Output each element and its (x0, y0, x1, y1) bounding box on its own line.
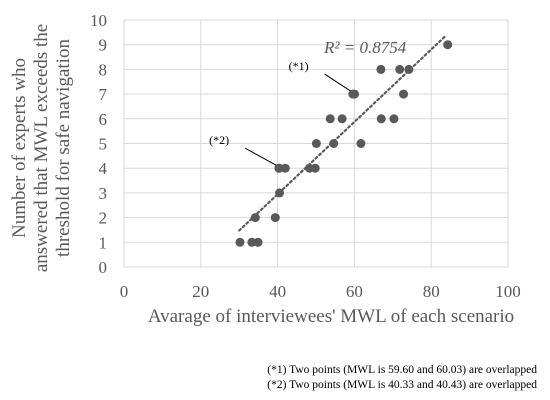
y-tick-label-5: 5 (99, 135, 108, 154)
y-tick-label-0: 0 (99, 258, 108, 277)
y-tick-label-4: 4 (99, 159, 108, 178)
trendline-path (238, 33, 448, 232)
x-tick-label-2: 40 (269, 282, 286, 301)
data-point-4 (270, 213, 280, 223)
y-tick-label-1: 1 (99, 233, 108, 252)
x-axis-tick-labels: 0 20 40 60 80 100 (120, 282, 521, 301)
x-tick-label-1: 20 (192, 282, 209, 301)
y-tick-label-3: 3 (99, 184, 108, 203)
data-point-11 (311, 139, 321, 148)
footnote-2: (*2) Two points (MWL is 40.33 and 40.43)… (267, 379, 537, 391)
y-axis-title-line-2: answered that MWL exceeds the (31, 24, 52, 272)
annotation-leader-1 (324, 73, 351, 92)
data-points (235, 40, 453, 247)
y-axis-title: Number of experts who answered that MWL … (9, 24, 74, 272)
y-axis-title-line-1: Number of experts who (9, 58, 30, 238)
data-point-8 (280, 163, 290, 173)
data-point-16 (376, 114, 386, 124)
data-point-14 (325, 114, 335, 124)
data-point-22 (395, 64, 405, 74)
data-point-12 (329, 139, 339, 148)
data-point-15 (337, 114, 347, 124)
data-point-10 (310, 163, 320, 173)
data-point-13 (356, 139, 366, 148)
y-tick-label-10: 10 (90, 11, 107, 30)
footnote-1: (*1) Two points (MWL is 59.60 and 60.03)… (267, 364, 537, 376)
data-point-23 (404, 64, 414, 74)
annotations: (*1) (*2) (209, 59, 351, 166)
x-tick-label-3: 60 (346, 282, 363, 301)
annotation-label-2: (*2) (209, 133, 229, 147)
data-point-17 (389, 114, 399, 124)
trendline (238, 33, 448, 232)
x-tick-label-4: 80 (423, 282, 440, 301)
data-point-0 (235, 237, 245, 247)
data-point-20 (399, 89, 409, 99)
data-point-5 (275, 188, 285, 198)
data-point-2 (253, 237, 263, 247)
y-tick-label-9: 9 (99, 36, 108, 55)
y-tick-label-7: 7 (99, 85, 108, 104)
x-axis-title: Avarage of interviewees' MWL of each sce… (148, 306, 514, 327)
y-axis-tick-labels: 0 1 2 3 4 5 6 7 8 9 10 (90, 11, 108, 277)
x-tick-label-5: 100 (495, 282, 521, 301)
data-point-24 (443, 40, 453, 50)
data-point-19 (350, 89, 360, 99)
data-point-3 (250, 213, 260, 223)
r-squared-label: R² = 0.8754 (323, 38, 407, 57)
y-axis-title-line-3: threshold for safe navigation (53, 39, 74, 257)
data-point-21 (376, 64, 386, 74)
annotation-label-1: (*1) (289, 59, 309, 73)
y-tick-label-8: 8 (99, 60, 108, 79)
x-tick-label-0: 0 (120, 282, 129, 301)
y-tick-label-6: 6 (99, 110, 108, 129)
y-tick-label-2: 2 (99, 209, 108, 228)
annotation-leader-2 (244, 147, 277, 166)
